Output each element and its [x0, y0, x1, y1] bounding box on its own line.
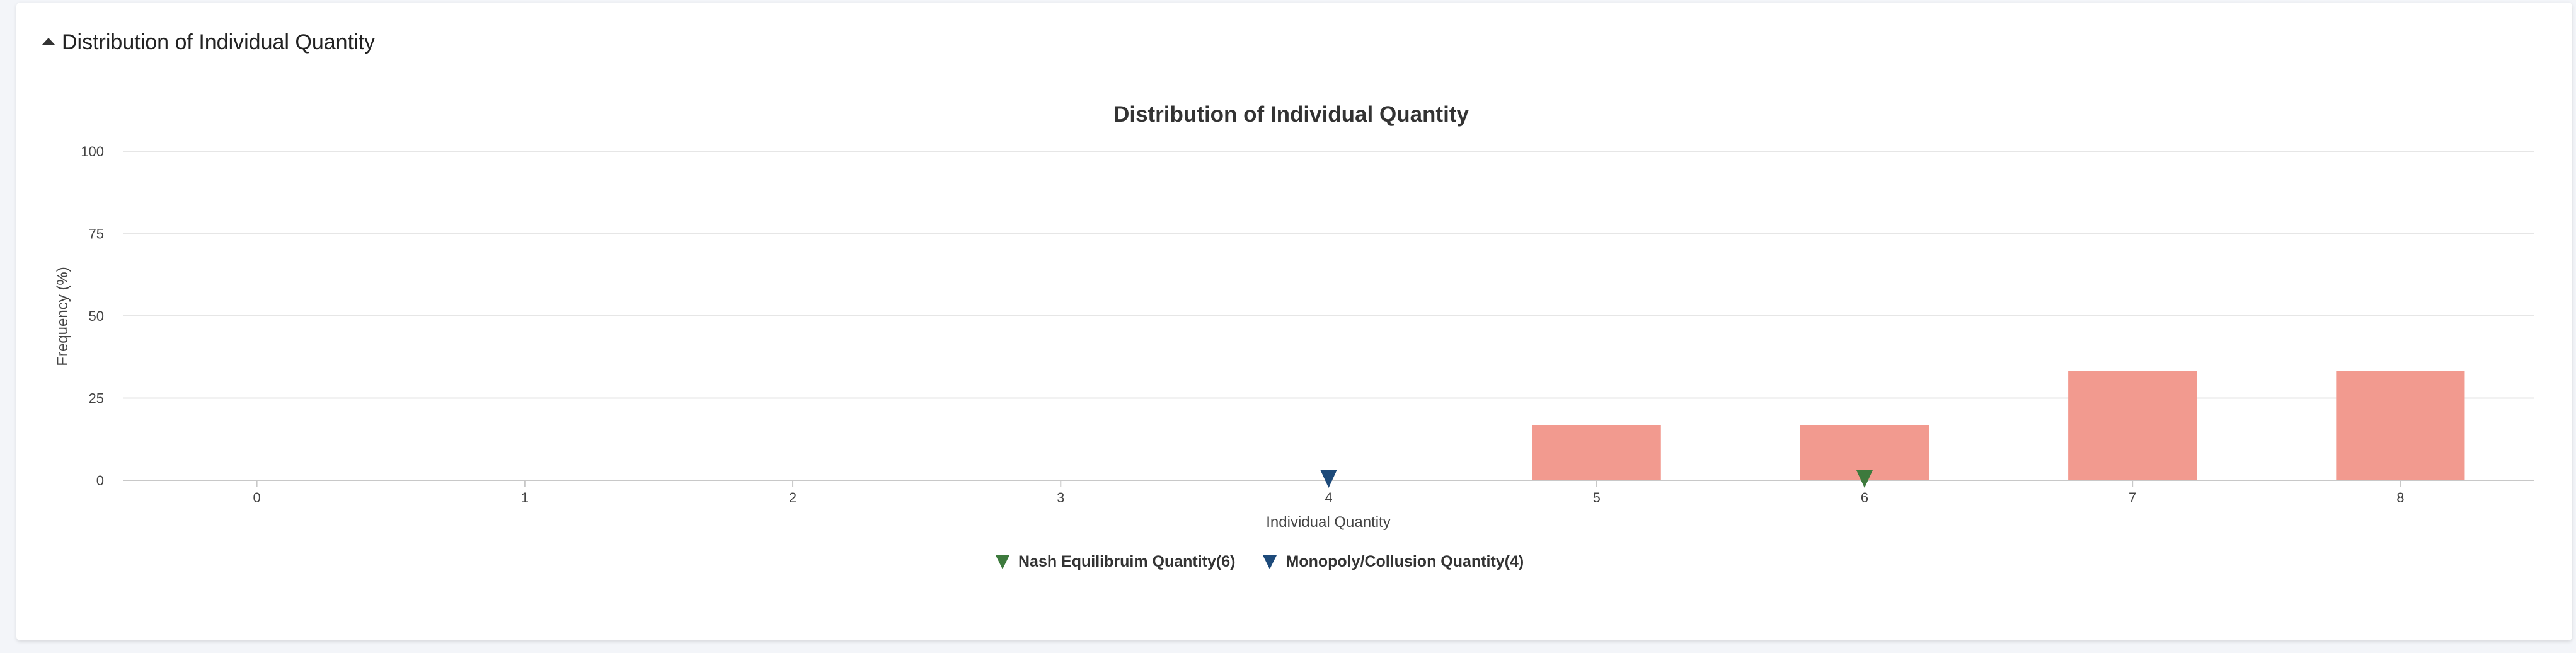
x-axis-ticks: 0 1 2 3 4 5 6 7 8 [253, 480, 2405, 506]
legend-label-monopoly: Monopoly/Collusion Quantity(4) [1285, 553, 1524, 570]
x-tick-label: 0 [253, 490, 260, 506]
x-tick-label: 8 [2396, 490, 2404, 506]
marker-triangle [1320, 470, 1337, 488]
reference-markers [1320, 470, 1873, 488]
x-axis-label: Individual Quantity [1266, 514, 1390, 531]
x-tick-label: 2 [789, 490, 796, 506]
y-axis-label: Frequency (%) [54, 267, 71, 366]
panel-collapse-toggle[interactable]: Distribution of Individual Quantity [42, 30, 375, 55]
x-tick-label: 6 [1861, 490, 1868, 506]
bar [1532, 425, 1661, 480]
caret-up-icon [42, 37, 55, 45]
bar [2336, 371, 2465, 480]
legend: Nash Equilibruim Quantity(6) Monopoly/Co… [996, 553, 1551, 571]
bars [1532, 371, 2465, 480]
y-tick-label: 50 [89, 308, 104, 324]
y-tick-label: 100 [81, 144, 104, 159]
chart-title: Distribution of Individual Quantity [1113, 102, 1469, 127]
legend-label-nash: Nash Equilibruim Quantity(6) [1018, 553, 1236, 570]
x-tick-label: 7 [2129, 490, 2136, 506]
y-axis-ticks: 0 25 50 75 100 [81, 144, 104, 488]
legend-item-monopoly[interactable]: Monopoly/Collusion Quantity(4) [1263, 553, 1524, 571]
y-tick-label: 25 [89, 391, 104, 407]
y-tick-label: 75 [89, 226, 104, 242]
bar [2068, 371, 2197, 480]
chart-panel: Distribution of Individual Quantity [16, 3, 2572, 640]
legend-item-nash[interactable]: Nash Equilibruim Quantity(6) [996, 553, 1235, 571]
nash-triangle-icon [996, 555, 1009, 569]
x-tick-label: 3 [1057, 490, 1064, 506]
x-tick-label: 1 [521, 490, 529, 506]
x-tick-label: 4 [1325, 490, 1332, 506]
monopoly-triangle-icon [1263, 555, 1277, 569]
panel-title: Distribution of Individual Quantity [62, 30, 376, 54]
marker-triangle [1856, 470, 1873, 488]
y-tick-label: 0 [96, 473, 104, 488]
x-tick-label: 5 [1593, 490, 1601, 506]
